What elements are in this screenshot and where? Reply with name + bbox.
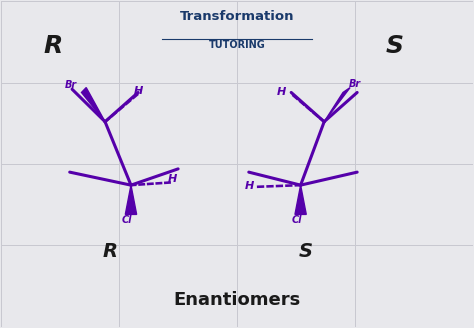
Text: R: R <box>103 242 118 261</box>
Text: TUTORING: TUTORING <box>209 40 265 51</box>
Text: H: H <box>245 181 254 191</box>
Polygon shape <box>125 185 137 215</box>
Text: Br: Br <box>65 80 77 90</box>
Polygon shape <box>82 88 105 122</box>
Text: H: H <box>133 86 143 96</box>
Polygon shape <box>324 88 350 122</box>
Text: H: H <box>168 174 177 184</box>
Text: H: H <box>277 87 286 97</box>
Text: S: S <box>385 34 403 58</box>
Text: Br: Br <box>349 79 361 89</box>
Text: Cl: Cl <box>292 215 302 225</box>
Polygon shape <box>295 185 306 215</box>
Text: Transformation: Transformation <box>180 10 294 23</box>
Text: Cl: Cl <box>121 215 132 225</box>
Text: R: R <box>44 34 63 58</box>
Text: S: S <box>298 242 312 261</box>
Text: Enantiomers: Enantiomers <box>173 291 301 309</box>
